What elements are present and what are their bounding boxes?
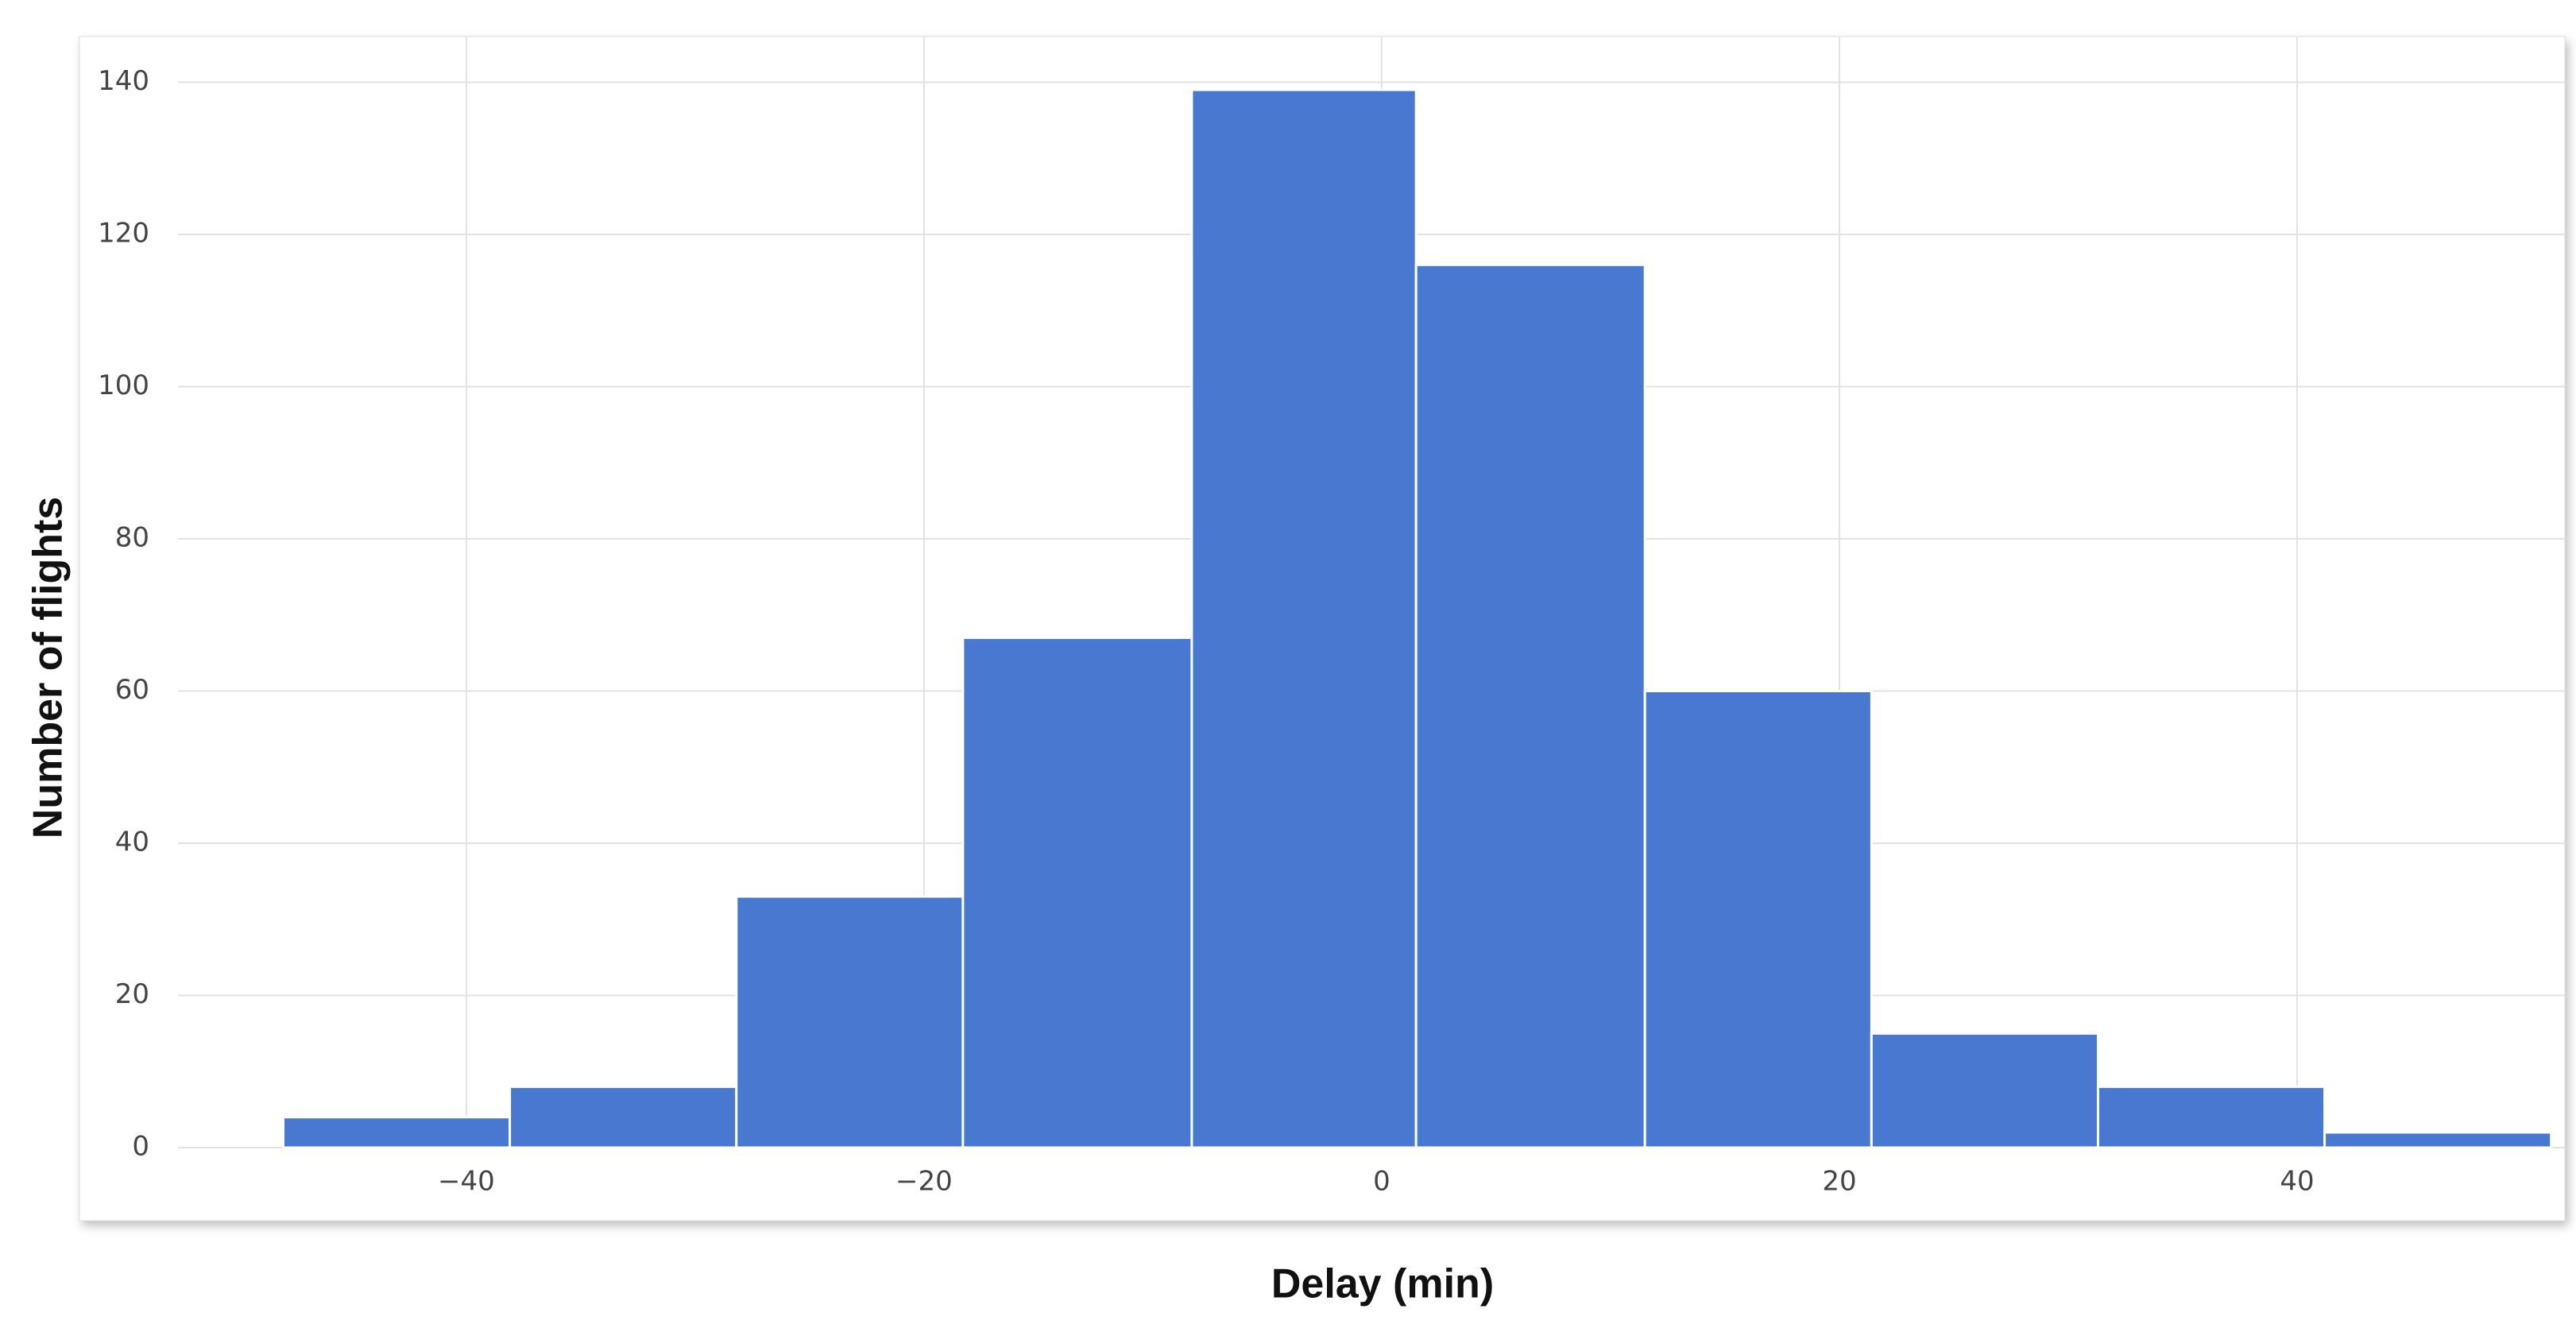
bar: [1870, 1032, 2099, 1149]
bar: [1414, 263, 1646, 1149]
y-tick-label: 20: [115, 978, 149, 1010]
y-tick-label: 60: [115, 674, 149, 706]
bar: [509, 1085, 738, 1149]
bar: [2323, 1131, 2553, 1149]
bar: [1643, 689, 1873, 1149]
x-tick-label: 20: [1822, 1166, 1856, 1198]
x-tick-label: 0: [1373, 1166, 1390, 1198]
x-tick-label: −40: [438, 1166, 495, 1198]
x-tick-label: −20: [895, 1166, 953, 1198]
y-tick-label: 100: [98, 370, 149, 401]
y-tick-label: 120: [98, 217, 149, 249]
y-tick-label: 80: [115, 521, 149, 553]
y-tick-label: 0: [132, 1131, 149, 1163]
bar: [735, 895, 965, 1149]
y-tick-label: 140: [98, 65, 149, 97]
bar: [2096, 1085, 2327, 1149]
x-axis-title: Delay (min): [1271, 1261, 1494, 1307]
y-axis-title: Number of flights: [25, 497, 72, 838]
y-tick-label: 40: [115, 826, 149, 858]
bar: [281, 1116, 512, 1149]
bar: [1190, 88, 1418, 1149]
x-tick-label: 40: [2280, 1166, 2314, 1198]
bar: [961, 636, 1193, 1149]
